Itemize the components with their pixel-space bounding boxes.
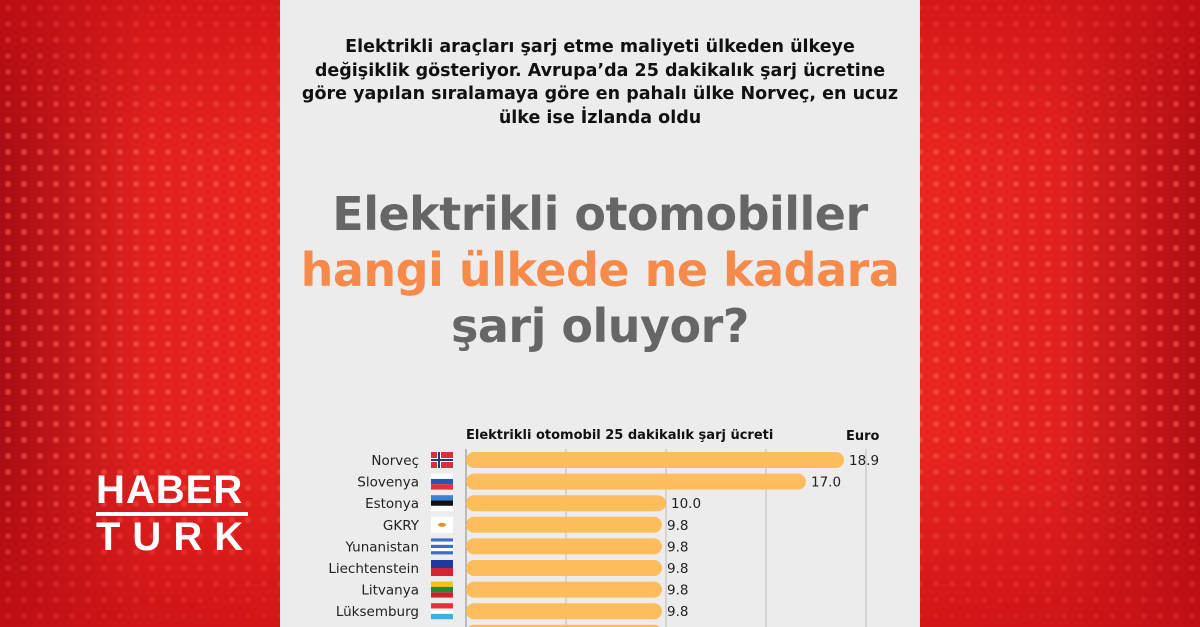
logo-divider (96, 512, 248, 516)
greece-flag (431, 538, 453, 542)
bar-Litvanya (466, 581, 662, 598)
slovenia-flag (431, 473, 453, 479)
lithuania-flag (431, 581, 453, 587)
category-label: Slovenya (357, 475, 419, 491)
slovenia-flag (431, 484, 453, 490)
greece-flag (431, 551, 453, 555)
value-label: 9.8 (667, 604, 688, 620)
bar-Estonya (466, 495, 666, 512)
bar-Slovenya (466, 473, 806, 490)
value-label: 10.0 (671, 496, 701, 512)
logo-line2: TURK (96, 515, 256, 559)
estonia-flag (431, 505, 453, 512)
chart-unit: Euro (846, 429, 880, 444)
haberturk-logo: HABER TURK (96, 468, 256, 559)
category-label: GKRY (383, 518, 420, 534)
slovenia-flag (431, 478, 453, 485)
norway-flag-cross (431, 459, 453, 461)
bar-Lüksemburg (466, 603, 662, 620)
luxembourg-flag (431, 608, 453, 614)
chart-title: Elektrikli otomobil 25 dakikalık şarj üc… (466, 428, 774, 443)
headline-part1: Elektrikli otomobiller (332, 187, 868, 241)
luxembourg-flag (431, 603, 453, 609)
bar-partial (468, 624, 660, 627)
bar-GKRY (466, 516, 662, 533)
estonia-flag (431, 495, 453, 501)
greece-flag (431, 541, 453, 545)
category-label: Estonya (365, 496, 419, 512)
logo-line1: HABER (96, 468, 244, 512)
category-label: Liechtenstein (328, 561, 419, 577)
headline: Elektrikli otomobiller hangi ülkede ne k… (300, 186, 900, 354)
bar-Yunanistan (466, 538, 662, 555)
value-label: 9.8 (667, 539, 688, 555)
headline-highlight: hangi ülkede ne kadara (300, 243, 900, 297)
value-label: 9.8 (667, 561, 688, 577)
luxembourg-flag (431, 613, 453, 620)
bar-Norveç (466, 452, 844, 468)
value-label: 9.8 (667, 583, 688, 599)
liechtenstein-flag (431, 560, 453, 568)
category-label: Norveç (371, 453, 419, 469)
lithuania-flag (431, 586, 453, 593)
greece-flag (431, 548, 453, 552)
liechtenstein-flag (431, 568, 453, 576)
value-label: 9.8 (667, 518, 688, 534)
value-label: 18.9 (849, 453, 879, 469)
greece-flag (431, 544, 453, 548)
category-label: Litvanya (361, 583, 419, 599)
bar-Liechtenstein (466, 560, 662, 576)
headline-part2: şarj oluyor? (451, 299, 749, 353)
value-label: 17.0 (811, 475, 841, 491)
lithuania-flag (431, 592, 453, 598)
category-label: Lüksemburg (336, 604, 419, 620)
cyprus-map (438, 522, 446, 527)
intro-text: Elektrikli araçları şarj etme maliyeti ü… (301, 37, 899, 128)
estonia-flag (431, 500, 453, 506)
category-label: Yunanistan (344, 539, 419, 555)
